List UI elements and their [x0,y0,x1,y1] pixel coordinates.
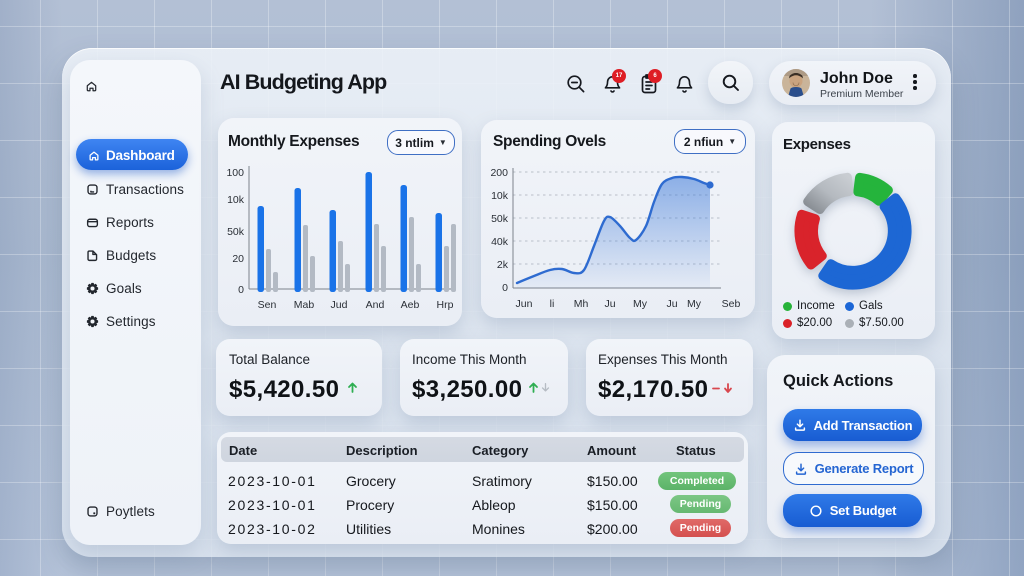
svg-text:li: li [550,298,555,310]
svg-text:Ju: Ju [604,298,615,310]
svg-text:2k: 2k [497,259,509,271]
svg-text:40k: 40k [491,236,509,248]
svg-text:0: 0 [238,284,244,296]
svg-text:200: 200 [490,167,508,179]
svg-text:50k: 50k [491,213,509,225]
svg-text:10k: 10k [227,194,245,206]
svg-text:Ju: Ju [666,298,677,310]
svg-text:Jud: Jud [331,299,348,311]
svg-text:My: My [633,298,648,310]
svg-text:0: 0 [502,282,508,294]
svg-text:10k: 10k [491,190,509,202]
svg-text:100: 100 [226,167,244,179]
svg-text:50k: 50k [227,226,245,238]
svg-text:Seb: Seb [722,298,741,310]
svg-text:20: 20 [232,253,244,265]
svg-text:Jun: Jun [516,298,533,310]
svg-text:Aeb: Aeb [401,299,420,311]
svg-text:Mab: Mab [294,299,315,311]
svg-text:Hrp: Hrp [437,299,454,311]
svg-text:My: My [687,298,702,310]
svg-text:Mh: Mh [574,298,589,310]
svg-text:And: And [366,299,385,311]
svg-text:Sen: Sen [258,299,277,311]
